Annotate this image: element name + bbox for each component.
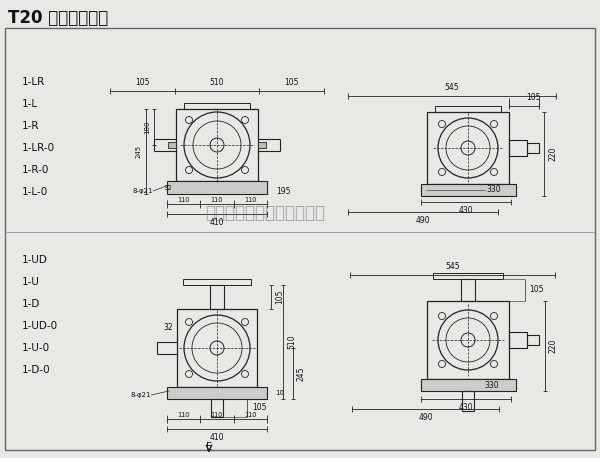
Text: 1-D-0: 1-D-0 — [22, 365, 50, 375]
Text: 510: 510 — [210, 78, 224, 87]
Bar — [421, 184, 515, 196]
Text: 105: 105 — [284, 78, 299, 87]
Text: 490: 490 — [418, 413, 433, 422]
Text: 245: 245 — [136, 145, 142, 158]
Bar — [509, 332, 527, 348]
Bar — [184, 103, 250, 109]
Text: 105: 105 — [252, 403, 266, 413]
Text: 1-UD-0: 1-UD-0 — [22, 321, 58, 331]
Text: 490: 490 — [416, 216, 430, 225]
Bar — [435, 106, 501, 112]
Text: 220: 220 — [548, 147, 557, 161]
Bar — [421, 379, 515, 391]
Bar — [527, 335, 539, 345]
Text: 180: 180 — [144, 120, 150, 134]
Text: 110: 110 — [244, 412, 257, 418]
Text: 8-φ21: 8-φ21 — [131, 392, 151, 398]
Text: 105: 105 — [526, 93, 540, 102]
Text: 8-φ21: 8-φ21 — [133, 188, 153, 194]
Bar — [427, 112, 509, 184]
Text: 110: 110 — [178, 197, 190, 203]
Text: 105: 105 — [529, 285, 544, 294]
Bar — [462, 391, 474, 411]
Text: 330: 330 — [484, 381, 499, 389]
Bar — [461, 279, 475, 301]
Text: 上海驭典重工机械有限公司: 上海驭典重工机械有限公司 — [205, 204, 325, 222]
Text: 1-LR: 1-LR — [22, 77, 45, 87]
Text: 110: 110 — [211, 197, 223, 203]
Bar — [168, 142, 176, 148]
Text: 410: 410 — [210, 218, 224, 227]
Bar — [527, 143, 539, 153]
Text: 195: 195 — [276, 186, 290, 196]
Bar — [176, 109, 258, 181]
Bar — [427, 301, 509, 379]
Bar — [210, 285, 224, 309]
Text: 32: 32 — [163, 323, 173, 333]
Text: 105: 105 — [135, 78, 150, 87]
Bar — [433, 273, 503, 279]
Bar — [211, 399, 223, 417]
Text: 545: 545 — [445, 83, 460, 92]
Bar — [183, 279, 251, 285]
Text: 110: 110 — [178, 412, 190, 418]
Text: 110: 110 — [244, 197, 257, 203]
Text: 410: 410 — [210, 433, 224, 442]
Text: 105: 105 — [275, 290, 284, 304]
Text: 32: 32 — [163, 185, 172, 191]
Text: 1-L: 1-L — [22, 99, 38, 109]
Bar — [167, 181, 267, 194]
Bar — [258, 142, 266, 148]
Text: 1-U-0: 1-U-0 — [22, 343, 50, 353]
Text: 1-LR-0: 1-LR-0 — [22, 143, 55, 153]
Text: T20 外型安装尺寸: T20 外型安装尺寸 — [8, 9, 108, 27]
Text: 330: 330 — [486, 185, 500, 195]
Text: E: E — [206, 442, 212, 452]
Bar — [509, 140, 527, 156]
Text: 1-D: 1-D — [22, 299, 40, 309]
Text: 430: 430 — [458, 403, 473, 412]
Text: 1-R: 1-R — [22, 121, 40, 131]
Text: 1-R-0: 1-R-0 — [22, 165, 49, 175]
Text: 1-L-0: 1-L-0 — [22, 187, 48, 197]
Text: 430: 430 — [458, 206, 473, 215]
Bar — [167, 387, 267, 399]
Text: 10: 10 — [275, 390, 284, 396]
Text: 510: 510 — [287, 335, 296, 349]
Text: 545: 545 — [445, 262, 460, 271]
Bar — [177, 309, 257, 387]
Text: 1-U: 1-U — [22, 277, 40, 287]
Text: 220: 220 — [549, 339, 558, 353]
Text: 1-UD: 1-UD — [22, 255, 48, 265]
Text: 245: 245 — [297, 366, 306, 381]
Text: 110: 110 — [211, 412, 223, 418]
